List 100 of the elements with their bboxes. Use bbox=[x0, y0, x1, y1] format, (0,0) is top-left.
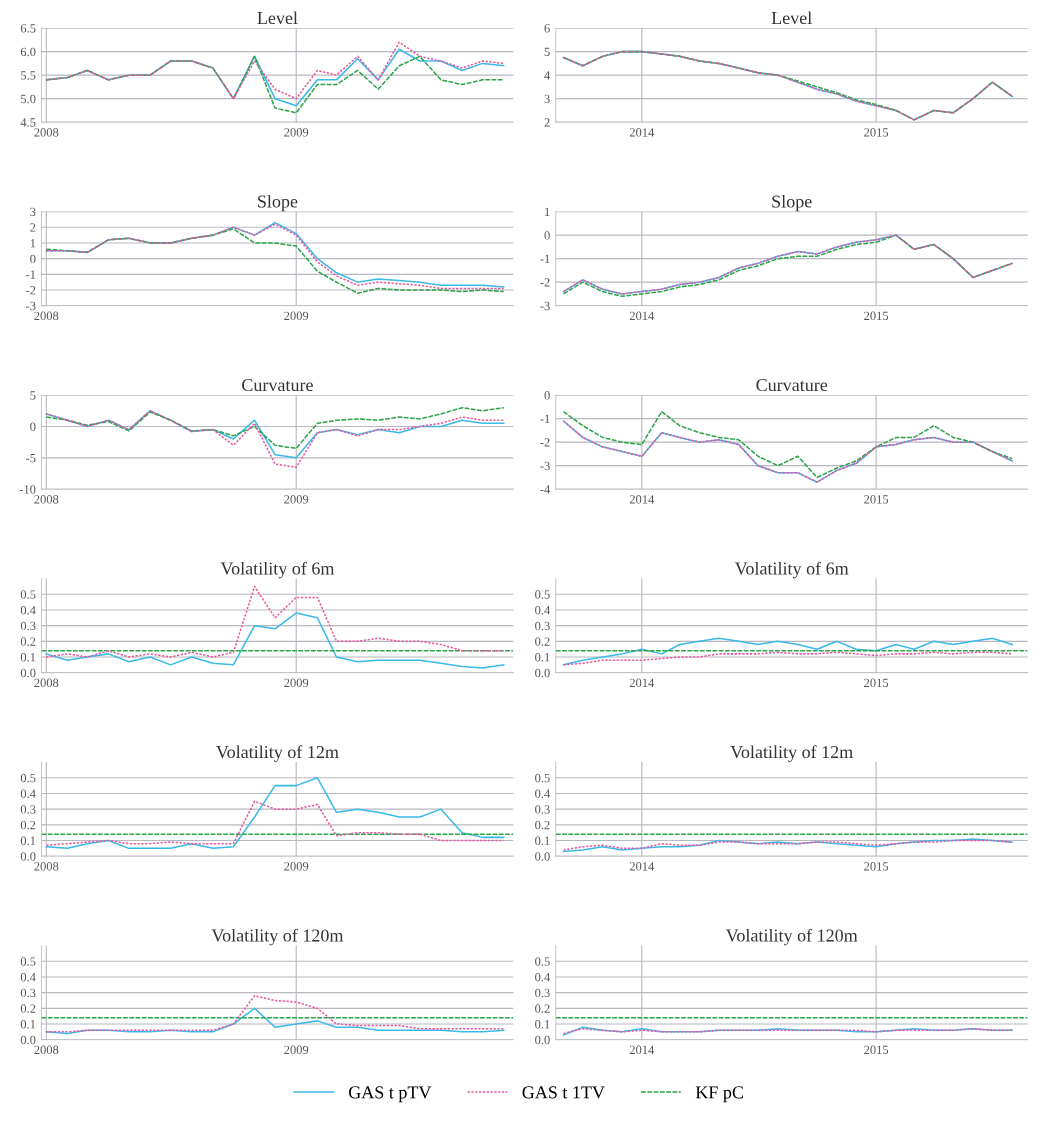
legend-label: KF pC bbox=[695, 1086, 743, 1103]
y-tick-label: 0.1 bbox=[535, 653, 550, 662]
chart-title: Volatility of 12m bbox=[730, 745, 853, 762]
y-tick-label: -2 bbox=[540, 438, 550, 447]
y-tick-label: 0.1 bbox=[20, 836, 36, 846]
y-tick-label: 0.0 bbox=[20, 1035, 36, 1045]
y-tick-label: 0.1 bbox=[20, 653, 36, 662]
line-series bbox=[45, 585, 505, 658]
y-tick-label: 6 bbox=[544, 24, 550, 33]
y-tick-label: 0.2 bbox=[20, 1004, 36, 1013]
y-tick-label: 0.3 bbox=[535, 805, 550, 814]
y-tick-label: 0 bbox=[544, 231, 550, 240]
y-tick-label: 0 bbox=[544, 391, 550, 400]
y-tick-label: 4.5 bbox=[20, 118, 36, 127]
chart-title: Level bbox=[771, 11, 812, 25]
y-tick-label: 0.5 bbox=[535, 957, 550, 966]
y-tick-label: 0.5 bbox=[20, 590, 36, 599]
y-tick-label: 1 bbox=[545, 207, 550, 216]
y-tick-label: 0.2 bbox=[20, 820, 36, 830]
x-tick-label: 2014 bbox=[629, 311, 655, 321]
x-tick-label: 2015 bbox=[864, 1045, 889, 1055]
y-tick-label: 0 bbox=[30, 422, 36, 431]
chart-title: Slope bbox=[258, 194, 298, 212]
y-tick-label: -10 bbox=[19, 485, 36, 494]
chart-title: Volatility of 12m bbox=[216, 745, 339, 762]
y-tick-label: 0.5 bbox=[535, 773, 550, 783]
x-tick-label: 2015 bbox=[864, 128, 889, 137]
x-tick-label: 2009 bbox=[284, 678, 309, 688]
chart-title: Slope bbox=[772, 194, 812, 212]
y-tick-label: 0.3 bbox=[535, 988, 550, 998]
y-tick-label: 0.5 bbox=[20, 773, 36, 783]
y-tick-label: 0.1 bbox=[535, 1020, 550, 1029]
y-tick-label: 0.4 bbox=[535, 605, 551, 615]
y-tick-label: 0.1 bbox=[20, 1020, 36, 1029]
y-tick-label: 5 bbox=[544, 47, 550, 57]
y-tick-label: 5.0 bbox=[21, 94, 36, 104]
y-tick-label: 0.1 bbox=[535, 836, 550, 846]
x-tick-label: 2008 bbox=[34, 862, 59, 871]
line-series bbox=[45, 800, 505, 846]
legend-label: GAS t 1TV bbox=[522, 1086, 605, 1099]
chart-title: Curvature bbox=[756, 378, 828, 392]
y-tick-label: 0.0 bbox=[20, 852, 36, 861]
y-tick-label: 0.5 bbox=[535, 590, 550, 599]
y-tick-label: 0.4 bbox=[20, 789, 36, 798]
y-tick-label: -5 bbox=[26, 453, 36, 463]
y-tick-label: 5 bbox=[30, 391, 36, 400]
y-tick-label: -3 bbox=[26, 301, 36, 311]
line-series bbox=[562, 637, 1013, 666]
y-tick-label: 0.0 bbox=[535, 852, 550, 861]
x-tick-label: 2014 bbox=[629, 495, 655, 504]
y-tick-label: 0.0 bbox=[20, 668, 36, 678]
y-tick-label: -3 bbox=[540, 301, 550, 311]
legend-label: GAS t pTV bbox=[348, 1086, 432, 1103]
y-tick-label: 0.2 bbox=[535, 820, 550, 830]
x-tick-label: 2014 bbox=[629, 128, 655, 137]
x-tick-label: 2009 bbox=[284, 1045, 309, 1055]
y-tick-label: 4 bbox=[544, 71, 551, 80]
y-tick-label: 0.2 bbox=[535, 1004, 550, 1013]
chart-title: Level bbox=[257, 11, 298, 25]
line-series bbox=[45, 1007, 505, 1035]
y-tick-label: 3 bbox=[30, 207, 36, 217]
chart-title: Volatility of 6m bbox=[734, 561, 849, 579]
x-tick-label: 2008 bbox=[34, 495, 59, 504]
x-tick-label: 2008 bbox=[34, 128, 59, 137]
y-tick-label: 2 bbox=[544, 118, 550, 127]
y-tick-label: -2 bbox=[26, 286, 36, 295]
y-tick-label: -1 bbox=[26, 270, 36, 279]
y-tick-label: 0.3 bbox=[535, 621, 550, 631]
x-tick-label: 2008 bbox=[34, 678, 59, 688]
y-tick-label: 0.3 bbox=[20, 988, 36, 998]
y-tick-label: -4 bbox=[540, 485, 551, 494]
y-tick-label: 0.4 bbox=[20, 972, 36, 982]
y-tick-label: -2 bbox=[540, 278, 550, 287]
x-tick-label: 2014 bbox=[629, 678, 655, 688]
y-tick-label: 3 bbox=[544, 94, 550, 104]
y-tick-label: 6.0 bbox=[20, 47, 36, 57]
x-tick-label: 2014 bbox=[629, 862, 655, 871]
y-tick-label: 0.4 bbox=[20, 605, 36, 615]
y-tick-label: 5.5 bbox=[21, 71, 36, 80]
y-tick-label: -3 bbox=[540, 461, 550, 471]
y-tick-label: 0.4 bbox=[535, 789, 551, 798]
x-tick-label: 2008 bbox=[34, 1045, 59, 1055]
y-tick-label: 0.5 bbox=[20, 957, 36, 966]
line-series bbox=[45, 612, 505, 669]
y-tick-label: -1 bbox=[540, 414, 550, 423]
y-tick-label: 0 bbox=[30, 254, 36, 264]
y-tick-label: 0.4 bbox=[535, 972, 551, 982]
x-tick-label: 2009 bbox=[284, 128, 309, 137]
y-tick-label: 2 bbox=[30, 223, 36, 232]
y-tick-label: 0.2 bbox=[20, 637, 36, 646]
x-tick-label: 2008 bbox=[34, 311, 59, 321]
chart-title: Volatility of 6m bbox=[220, 561, 335, 579]
y-tick-label: 0.0 bbox=[535, 1035, 550, 1045]
x-tick-label: 2014 bbox=[629, 1045, 655, 1055]
y-tick-label: 0.3 bbox=[20, 621, 36, 631]
x-tick-label: 2015 bbox=[864, 862, 889, 871]
y-tick-label: 0.0 bbox=[535, 668, 550, 678]
x-tick-label: 2015 bbox=[864, 678, 889, 688]
chart-title: Volatility of 120m bbox=[725, 928, 858, 946]
y-tick-label: 1 bbox=[30, 239, 36, 248]
